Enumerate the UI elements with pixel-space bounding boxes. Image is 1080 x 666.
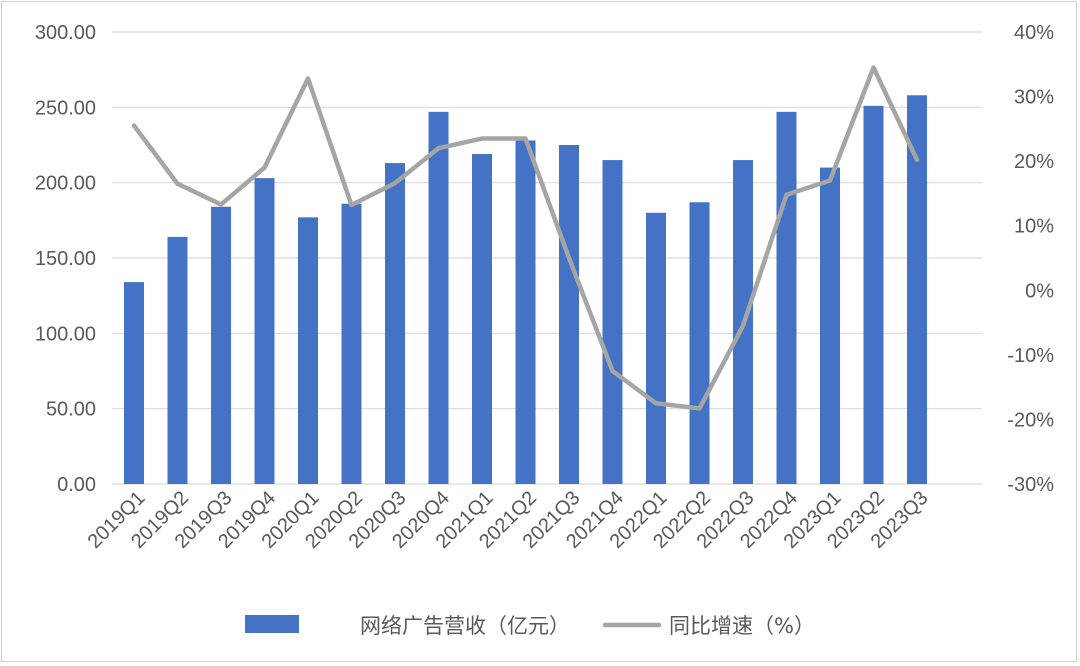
right-axis-tick-label: -10% <box>1007 345 1054 367</box>
bar <box>820 167 840 484</box>
x-axis-ticks: 2019Q12019Q22019Q32019Q42020Q12020Q22020… <box>84 487 933 553</box>
left-axis-ticks: 0.00 50.00 100.00 150.00 200.00 250.00 300.00 <box>35 22 96 496</box>
growth-line <box>131 65 920 411</box>
bar <box>211 206 231 485</box>
bar <box>167 236 188 484</box>
left-axis-tick-label: 0.00 <box>57 474 96 496</box>
bar <box>689 202 710 484</box>
line-series <box>131 65 920 411</box>
bar <box>907 95 927 484</box>
bar <box>428 111 449 484</box>
right-axis-tick-label: -30% <box>1007 474 1054 496</box>
bar <box>515 140 536 485</box>
left-axis-tick-label: 250.00 <box>35 97 96 119</box>
right-axis-tick-label: 10% <box>1014 216 1054 238</box>
bar <box>646 212 666 485</box>
right-axis-tick-label: -20% <box>1007 409 1054 431</box>
bar <box>559 145 579 484</box>
right-axis-ticks: -30% -20% -10% 0% 10% 20% 30% 40% <box>1007 22 1054 496</box>
legend: 网络广告营收（亿元） 同比增速（%） <box>245 614 815 638</box>
legend-bar-label: 网络广告营收（亿元） <box>360 614 570 638</box>
bar <box>385 163 405 484</box>
bar <box>124 282 144 484</box>
bar <box>341 203 362 484</box>
bar <box>472 154 492 485</box>
right-axis-tick-label: 0% <box>1025 280 1054 302</box>
left-axis-tick-label: 50.00 <box>46 399 96 421</box>
right-axis-tick-label: 30% <box>1014 87 1054 109</box>
right-axis-tick-label: 40% <box>1014 22 1054 44</box>
bar <box>602 160 623 485</box>
bar <box>298 217 318 484</box>
legend-line-label: 同比增速（%） <box>669 614 815 638</box>
left-axis-tick-label: 200.00 <box>35 173 96 195</box>
bar <box>254 178 275 484</box>
right-axis-tick-label: 20% <box>1014 151 1054 173</box>
legend-bar-swatch <box>245 615 299 633</box>
left-axis-tick-label: 300.00 <box>35 22 96 44</box>
bar <box>863 105 884 485</box>
gridlines <box>112 31 982 485</box>
left-axis-tick-label: 100.00 <box>35 323 96 345</box>
left-axis-tick-label: 150.00 <box>35 248 96 270</box>
bar-series <box>124 95 927 485</box>
bar <box>776 111 797 484</box>
